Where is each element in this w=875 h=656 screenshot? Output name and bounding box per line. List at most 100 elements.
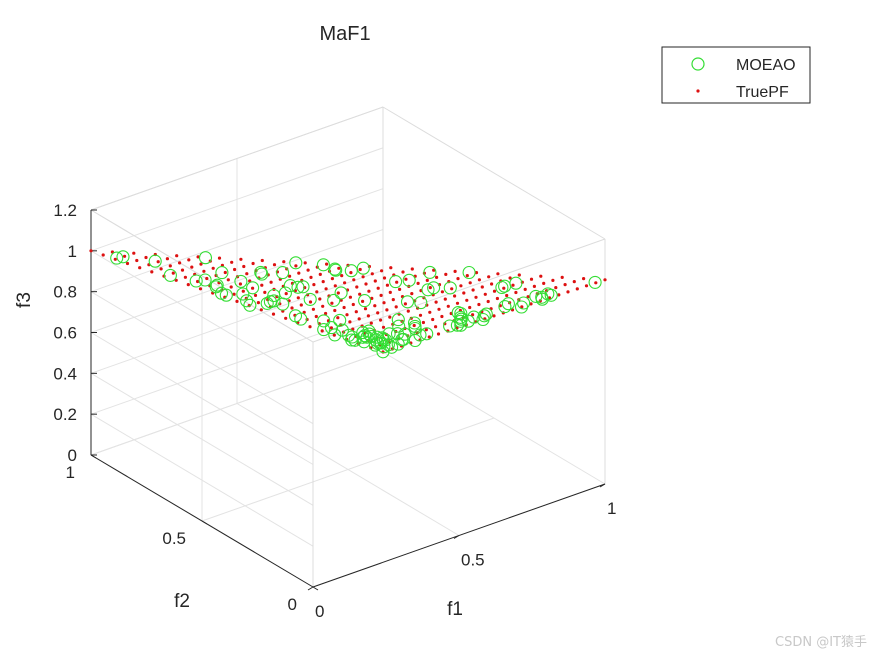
truepf-point bbox=[539, 274, 543, 278]
grid-line bbox=[90, 291, 314, 425]
grid-line bbox=[90, 413, 314, 547]
truepf-point bbox=[211, 266, 215, 270]
truepf-point bbox=[314, 314, 318, 319]
moeao-point bbox=[427, 281, 441, 295]
truepf-point bbox=[424, 328, 428, 332]
moeao-point bbox=[376, 345, 390, 359]
truepf-point bbox=[269, 280, 273, 284]
truepf-point bbox=[321, 304, 325, 308]
truepf-point bbox=[259, 308, 263, 312]
truepf-point bbox=[180, 268, 185, 272]
grid-line bbox=[90, 147, 384, 252]
truepf-point bbox=[416, 281, 420, 285]
truepf-point bbox=[477, 302, 481, 307]
truepf-point bbox=[296, 296, 300, 300]
truepf-point bbox=[520, 305, 524, 309]
moeao-point bbox=[296, 280, 310, 294]
truepf-point bbox=[425, 278, 429, 282]
y-tick bbox=[201, 520, 208, 525]
moeao-point bbox=[260, 296, 274, 310]
truepf-point bbox=[150, 270, 154, 274]
truepf-point bbox=[477, 278, 481, 282]
moeao-point bbox=[291, 280, 305, 294]
truepf-point bbox=[403, 302, 407, 306]
truepf-point bbox=[348, 320, 352, 324]
moeao-point bbox=[375, 331, 389, 345]
truepf-point bbox=[532, 284, 537, 288]
truepf-point bbox=[343, 281, 347, 285]
y-tick-label: 1 bbox=[66, 463, 75, 482]
moeao-point bbox=[198, 273, 212, 287]
truepf-point bbox=[311, 307, 315, 311]
truepf-point bbox=[443, 297, 447, 301]
truepf-point bbox=[428, 310, 432, 314]
truepf-point bbox=[453, 294, 457, 298]
x-tick-label: 1 bbox=[607, 499, 616, 518]
truepf-point bbox=[468, 305, 472, 310]
grid-line bbox=[90, 269, 384, 374]
y-tick-label: 0.5 bbox=[162, 529, 186, 548]
moeao-point bbox=[324, 321, 339, 335]
truepf-point bbox=[381, 325, 386, 329]
moeao-point bbox=[529, 289, 543, 303]
moeao-point bbox=[374, 336, 388, 350]
truepf-point bbox=[435, 275, 439, 279]
truepf-point bbox=[369, 321, 373, 325]
truepf-point bbox=[603, 278, 607, 282]
truepf-point bbox=[575, 287, 579, 291]
moeao-point bbox=[303, 292, 317, 306]
truepf-point bbox=[251, 286, 255, 290]
truepf-point bbox=[309, 275, 313, 279]
moeao-point bbox=[289, 256, 303, 270]
truepf-point bbox=[253, 293, 258, 297]
truepf-point bbox=[202, 269, 206, 273]
truepf-point bbox=[226, 278, 230, 282]
truepf-point bbox=[229, 285, 233, 289]
truepf-point bbox=[113, 257, 117, 261]
truepf-point bbox=[89, 249, 93, 253]
truepf-point bbox=[125, 261, 130, 266]
moeao-point bbox=[189, 274, 203, 288]
moeao-point bbox=[236, 287, 250, 301]
moeao-point bbox=[408, 333, 422, 348]
truepf-point bbox=[272, 263, 277, 267]
truepf-point bbox=[389, 266, 393, 270]
truepf-point bbox=[355, 285, 359, 289]
truepf-point bbox=[523, 287, 527, 291]
truepf-point bbox=[508, 276, 512, 280]
moeao-point bbox=[423, 265, 437, 279]
truepf-point bbox=[361, 275, 365, 279]
truepf-point bbox=[303, 261, 307, 265]
x-tick bbox=[453, 535, 460, 539]
truepf-point bbox=[223, 270, 227, 275]
truepf-point bbox=[271, 312, 276, 316]
truepf-point bbox=[101, 253, 105, 257]
truepf-point bbox=[318, 272, 322, 276]
truepf-point bbox=[560, 275, 564, 279]
truepf-point bbox=[453, 269, 457, 273]
truepf-point bbox=[495, 296, 499, 301]
truepf-point bbox=[382, 276, 387, 280]
moeao-point bbox=[283, 279, 297, 293]
truepf-point bbox=[337, 266, 341, 270]
moeao-point bbox=[356, 261, 370, 275]
box-edge bbox=[90, 209, 314, 343]
truepf-point bbox=[284, 316, 288, 320]
truepf-point bbox=[333, 308, 337, 313]
truepf-point bbox=[321, 280, 325, 284]
grid-line bbox=[90, 332, 314, 465]
truepf-point bbox=[434, 325, 438, 329]
truepf-point bbox=[230, 260, 234, 264]
truepf-point bbox=[487, 275, 491, 279]
truepf-point bbox=[168, 264, 172, 268]
moeao-point bbox=[358, 329, 372, 343]
moeao-point bbox=[288, 309, 303, 323]
moeao-point bbox=[443, 281, 457, 295]
truepf-point bbox=[358, 267, 362, 272]
truepf-point bbox=[241, 289, 245, 293]
legend-label-moeao: MOEAO bbox=[736, 57, 796, 74]
z-tick-label: 0 bbox=[68, 446, 77, 465]
grid-line bbox=[201, 417, 495, 522]
truepf-point bbox=[308, 325, 312, 329]
